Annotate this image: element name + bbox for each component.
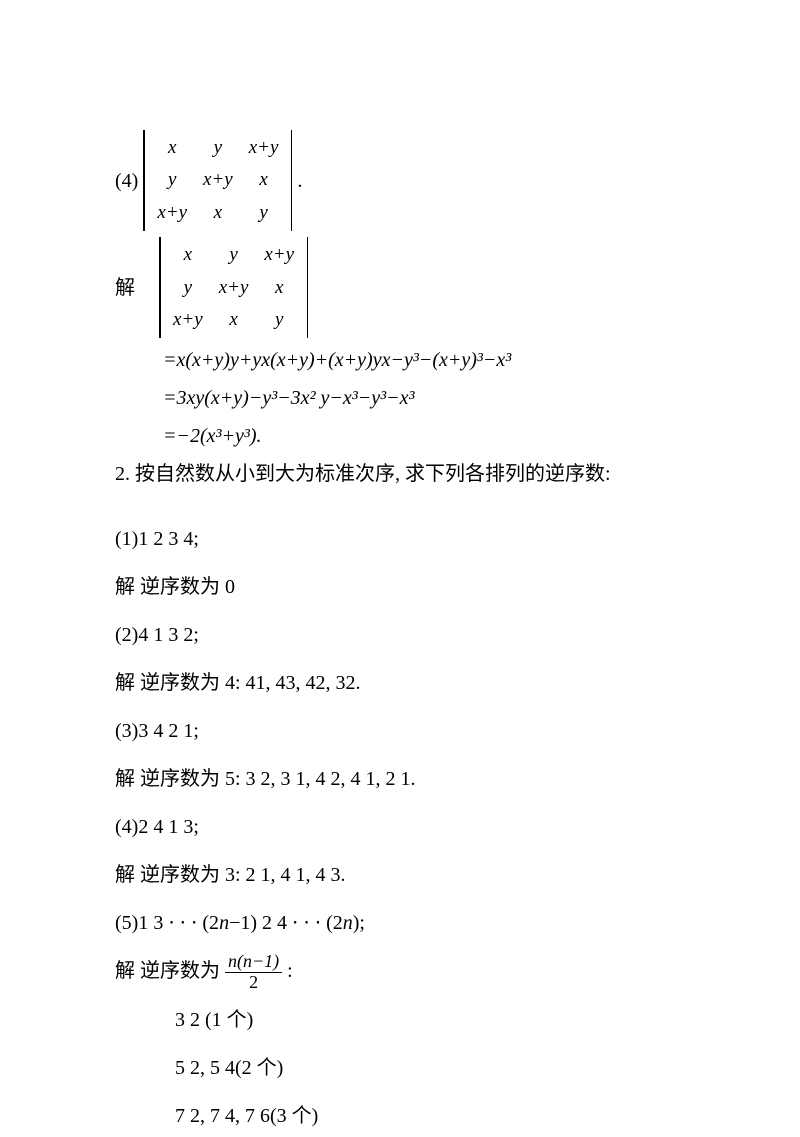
sub1-a: 解 逆序数为 0	[115, 566, 685, 608]
sub3-a: 解 逆序数为 5: 3 2, 3 1, 4 2, 4 1, 2 1.	[115, 758, 685, 800]
sub5-a-pre: 解 逆序数为	[115, 960, 220, 982]
p4-expand1: =x(x+y)y+yx(x+y)+(x+y)yx−y³−(x+y)³−x³	[115, 344, 685, 376]
sub5-q: (5)1 3 ⋅ ⋅ ⋅ (2n−1) 2 4 ⋅ ⋅ ⋅ (2n);	[115, 902, 685, 944]
sub4-q: (4)2 4 1 3;	[115, 806, 685, 848]
p4-expand3: =−2(x³+y³).	[115, 420, 685, 452]
p4-expand2: =3xy(x+y)−y³−3x² y−x³−y³−x³	[115, 382, 685, 414]
problem-4: (4) xyx+y yx+yx x+yxy .	[115, 130, 685, 231]
sub2-a: 解 逆序数为 4: 41, 43, 42, 32.	[115, 662, 685, 704]
p4-det: xyx+y yx+yx x+yxy	[143, 130, 292, 231]
sub5-a-post: :	[287, 960, 293, 982]
p4-label: (4)	[115, 165, 138, 197]
sub4-a: 解 逆序数为 3: 2 1, 4 1, 4 3.	[115, 854, 685, 896]
p4-sol-det: xyx+y yx+yx x+yxy	[159, 237, 308, 338]
frac-num: n(n−1)	[225, 952, 282, 973]
sub5-frac: n(n−1) 2	[225, 952, 282, 993]
solution-label: 解	[115, 272, 135, 304]
frac-den: 2	[225, 973, 282, 993]
p4-solution-start: 解 xyx+y yx+yx x+yxy	[115, 237, 685, 338]
q2-title: 2. 按自然数从小到大为标准次序, 求下列各排列的逆序数:	[115, 458, 685, 490]
sub3-q: (3)3 4 2 1;	[115, 710, 685, 752]
sub5-q-text: (5)1 3 ⋅ ⋅ ⋅ (2n−1) 2 4 ⋅ ⋅ ⋅ (2n);	[115, 912, 365, 934]
sub2-q: (2)4 1 3 2;	[115, 614, 685, 656]
sub5-l1: 3 2 (1 个)	[115, 999, 685, 1041]
sub5-l2: 5 2, 5 4(2 个)	[115, 1047, 685, 1089]
p4-after: .	[297, 165, 302, 197]
sub1-q: (1)1 2 3 4;	[115, 518, 685, 560]
sub5-a: 解 逆序数为 n(n−1) 2 :	[115, 950, 685, 993]
